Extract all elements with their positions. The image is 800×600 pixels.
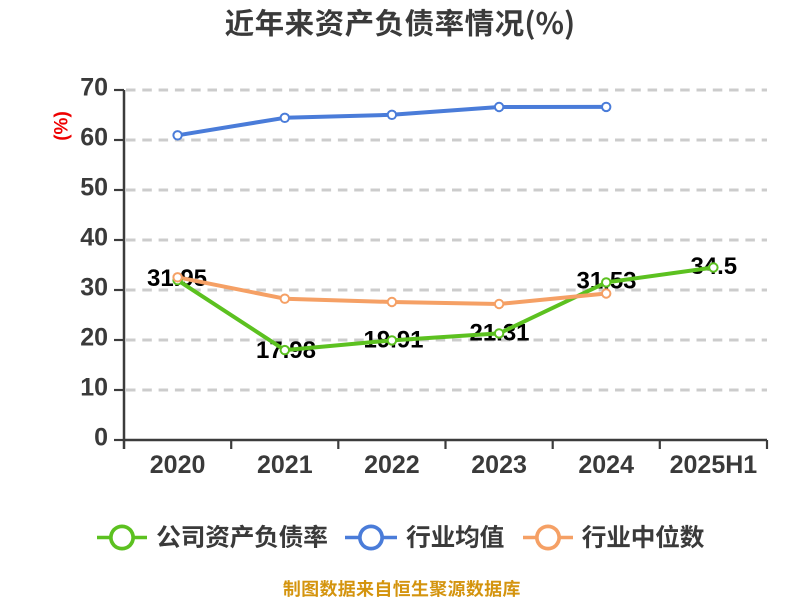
svg-text:60: 60 xyxy=(80,123,108,151)
svg-text:(%): (%) xyxy=(52,111,73,141)
svg-text:10: 10 xyxy=(80,373,108,401)
svg-text:40: 40 xyxy=(80,223,108,251)
svg-text:2020: 2020 xyxy=(150,451,206,479)
svg-text:70: 70 xyxy=(80,73,108,101)
svg-text:2023: 2023 xyxy=(471,451,527,479)
svg-text:20: 20 xyxy=(80,323,108,351)
svg-text:2024: 2024 xyxy=(578,451,634,479)
svg-text:30: 30 xyxy=(80,273,108,301)
svg-text:0: 0 xyxy=(94,423,108,451)
svg-text:2021: 2021 xyxy=(257,451,313,479)
svg-text:2025H1: 2025H1 xyxy=(670,451,758,479)
svg-text:50: 50 xyxy=(80,173,108,201)
svg-text:2022: 2022 xyxy=(364,451,420,479)
